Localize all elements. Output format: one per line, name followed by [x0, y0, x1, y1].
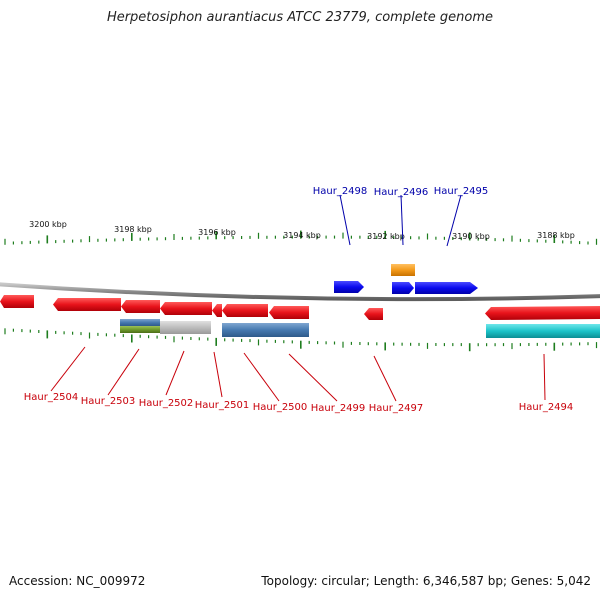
- gene-label-haur-2497[interactable]: Haur_2497: [369, 403, 424, 414]
- leader-line-haur-2499: [288, 353, 338, 402]
- leader-line-haur-2500: [243, 352, 280, 402]
- inner-tick-marks: [4, 328, 598, 352]
- feature-gray-2502[interactable]: [160, 321, 211, 334]
- feature-steelblue-2503[interactable]: [120, 319, 160, 326]
- gene-arrow-haur-2504[interactable]: [53, 298, 121, 311]
- gene-label-haur-2500[interactable]: Haur_2500: [253, 402, 308, 413]
- gene-label-haur-2499[interactable]: Haur_2499: [311, 403, 366, 414]
- gene-arrow-haur-2497[interactable]: [364, 308, 383, 320]
- feature-orange-block[interactable]: [391, 264, 415, 276]
- gene-arrow-haur-2503[interactable]: [121, 300, 160, 313]
- gene-label-haur-2501[interactable]: Haur_2501: [195, 400, 250, 411]
- tick-label-3188: 3188 kbp: [537, 231, 575, 240]
- gene-label-haur-2496[interactable]: Haur_2496: [374, 187, 429, 198]
- gene-label-haur-2502[interactable]: Haur_2502: [139, 398, 194, 409]
- gene-label-haur-2503[interactable]: Haur_2503: [81, 396, 136, 407]
- genome-backbone: [0, 282, 600, 302]
- tick-label-3194: 3194 kbp: [283, 231, 321, 240]
- feature-cyan-2494[interactable]: [486, 324, 600, 338]
- leader-line-haur-2503: [107, 348, 140, 396]
- gene-arrow-haur-2499[interactable]: [269, 306, 309, 319]
- gene-arrow-haur-2496[interactable]: [392, 282, 414, 294]
- gene-arrow-haur-2495[interactable]: [415, 282, 478, 294]
- leader-line-haur-2502: [165, 350, 185, 396]
- tick-label-3198: 3198 kbp: [114, 225, 152, 234]
- leader-line-haur-2496: [400, 194, 404, 246]
- feature-steelblue-2500[interactable]: [222, 323, 309, 337]
- gene-arrow-left-edge[interactable]: [0, 295, 34, 308]
- genome-title: Herpetosiphon aurantiacus ATCC 23779, co…: [106, 10, 494, 25]
- gene-label-haur-2495[interactable]: Haur_2495: [434, 186, 489, 197]
- gene-label-haur-2504[interactable]: Haur_2504: [24, 392, 79, 403]
- gene-arrow-haur-2494[interactable]: [485, 306, 600, 320]
- topology-label: Topology: circular; Length: 6,346,587 bp…: [261, 574, 591, 588]
- leader-line-haur-2494: [543, 353, 546, 401]
- tick-label-3192: 3192 kbp: [367, 232, 405, 241]
- gene-arrow-haur-2501[interactable]: [212, 304, 222, 317]
- gene-arrow-haur-2500[interactable]: [222, 304, 268, 317]
- outer-tick-marks: [4, 230, 598, 245]
- leader-line-haur-2498: [339, 194, 351, 246]
- tick-label-3190: 3190 kbp: [452, 232, 490, 241]
- leader-line-haur-2504: [50, 346, 86, 392]
- gene-arrow-haur-2502[interactable]: [160, 302, 212, 315]
- feature-olive-2503[interactable]: [120, 326, 160, 333]
- gene-label-haur-2498[interactable]: Haur_2498: [313, 186, 368, 197]
- tick-label-3196: 3196 kbp: [198, 228, 236, 237]
- leader-line-haur-2501: [213, 351, 223, 398]
- tick-label-3200: 3200 kbp: [29, 220, 67, 229]
- leader-line-haur-2497: [373, 355, 397, 402]
- leader-line-haur-2495: [446, 194, 462, 247]
- gene-arrow-haur-2498[interactable]: [334, 281, 364, 293]
- accession-label: Accession: NC_009972: [9, 574, 146, 588]
- gene-label-haur-2494[interactable]: Haur_2494: [519, 402, 574, 413]
